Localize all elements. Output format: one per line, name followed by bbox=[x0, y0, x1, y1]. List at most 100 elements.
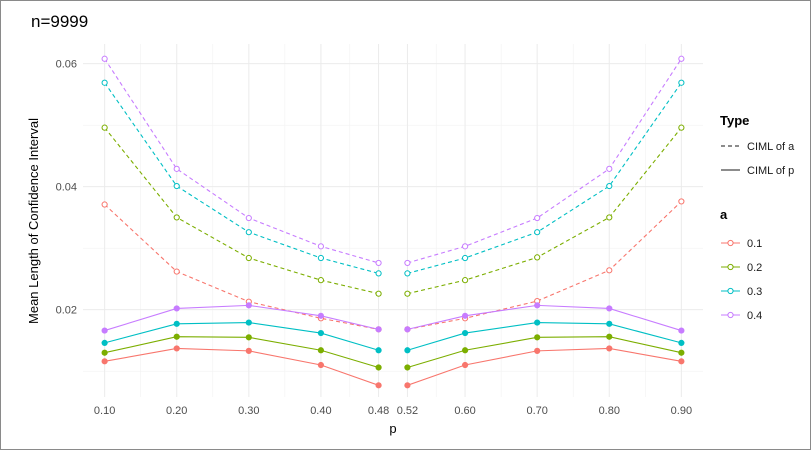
y-axis-title: Mean Length of Confidence Interval bbox=[26, 118, 41, 324]
data-point bbox=[534, 214, 541, 222]
data-point bbox=[173, 165, 180, 172]
data-point bbox=[245, 347, 252, 354]
x-tick-labels: 0.10 0.20 0.30 0.40 0.48 0.52 0.60 0.70 0.80 0.90 bbox=[94, 405, 692, 417]
y-tick-label: 0.06 bbox=[56, 59, 77, 71]
series-line-right bbox=[407, 304, 682, 332]
y-tick-label: 0.02 bbox=[56, 305, 77, 317]
data-point bbox=[606, 333, 613, 340]
chart-title: n=9999 bbox=[31, 12, 88, 31]
data-point bbox=[375, 382, 382, 389]
data-point bbox=[678, 327, 685, 334]
legend-type-label: CIML of p bbox=[747, 165, 794, 177]
data-point bbox=[173, 268, 180, 275]
data-point bbox=[678, 55, 685, 62]
series-line-left bbox=[104, 322, 379, 351]
data-point bbox=[606, 267, 613, 274]
data-point bbox=[606, 214, 613, 221]
data-point bbox=[461, 254, 469, 262]
series-ciml-of-p-a-0.3 bbox=[101, 319, 685, 354]
data-point bbox=[101, 79, 108, 86]
legend-a-label: 0.2 bbox=[747, 262, 762, 274]
data-point bbox=[101, 339, 108, 346]
series-ciml-of-p-a-0.2 bbox=[101, 333, 685, 371]
data-point bbox=[534, 302, 541, 309]
data-point bbox=[678, 124, 685, 131]
x-tick-label: 0.20 bbox=[166, 405, 187, 417]
legend-a-label: 0.4 bbox=[747, 310, 762, 322]
data-point bbox=[101, 55, 108, 62]
data-point bbox=[317, 347, 325, 354]
grid-lines bbox=[83, 44, 703, 397]
y-tick-label: 0.04 bbox=[56, 182, 77, 194]
data-point bbox=[461, 329, 469, 337]
series-line-right bbox=[407, 58, 682, 264]
series-line-left bbox=[104, 304, 379, 332]
data-point bbox=[606, 182, 613, 190]
data-point bbox=[101, 124, 108, 131]
series-ciml-of-a-a-0.2 bbox=[101, 124, 685, 297]
series-ciml-of-a-a-0.1 bbox=[101, 198, 685, 333]
data-point bbox=[404, 364, 411, 371]
data-point bbox=[101, 349, 108, 356]
legend-type: Type CIML of a CIML of p bbox=[720, 113, 795, 177]
data-point bbox=[404, 347, 411, 354]
data-point bbox=[678, 339, 685, 346]
data-point bbox=[404, 290, 411, 297]
series-ciml-of-a-a-0.3 bbox=[101, 79, 685, 277]
data-point bbox=[101, 327, 108, 334]
x-tick-label: 0.60 bbox=[454, 405, 475, 417]
series-line-left bbox=[104, 127, 379, 295]
data-point bbox=[678, 349, 685, 356]
data-point bbox=[173, 345, 180, 352]
data-point bbox=[606, 320, 613, 327]
data-point bbox=[534, 254, 541, 261]
data-point bbox=[375, 326, 382, 333]
legend-a: a 0.1 0.2 0.3 0.4 bbox=[720, 207, 762, 322]
data-point bbox=[375, 364, 382, 371]
data-point bbox=[245, 229, 252, 236]
data-point bbox=[375, 259, 382, 267]
data-point bbox=[173, 333, 180, 340]
x-tick-label: 0.10 bbox=[94, 405, 115, 417]
data-point bbox=[606, 345, 613, 352]
series-ciml-of-a-a-0.4 bbox=[101, 55, 685, 267]
data-point bbox=[461, 243, 469, 250]
series-line-right bbox=[407, 322, 682, 351]
data-point bbox=[173, 214, 180, 221]
legend-a-key-point bbox=[727, 287, 734, 295]
data-point bbox=[317, 329, 325, 337]
data-point bbox=[606, 305, 613, 312]
data-point bbox=[317, 254, 325, 262]
data-point bbox=[101, 201, 108, 208]
legend-a-title: a bbox=[720, 207, 728, 222]
x-tick-label: 0.48 bbox=[368, 405, 389, 417]
data-point bbox=[534, 319, 541, 326]
data-point bbox=[678, 79, 685, 86]
series-layer bbox=[101, 55, 685, 389]
legend-a-key-point bbox=[727, 263, 734, 271]
data-point bbox=[678, 358, 685, 365]
data-point bbox=[173, 320, 180, 327]
legend-a-key-point bbox=[727, 239, 734, 247]
legend-type-label: CIML of a bbox=[747, 141, 795, 153]
data-point bbox=[375, 290, 382, 297]
data-point bbox=[375, 347, 382, 354]
data-point bbox=[173, 182, 180, 190]
legend-type-title: Type bbox=[720, 113, 749, 128]
data-point bbox=[404, 326, 411, 333]
series-line-left bbox=[104, 347, 379, 386]
series-ciml-of-p-a-0.1 bbox=[101, 345, 685, 389]
series-ciml-of-p-a-0.4 bbox=[101, 302, 685, 334]
data-point bbox=[245, 254, 252, 262]
data-point bbox=[317, 243, 325, 250]
x-tick-label: 0.40 bbox=[310, 405, 331, 417]
x-tick-label: 0.30 bbox=[238, 405, 259, 417]
data-point bbox=[461, 277, 469, 284]
series-line-left bbox=[104, 204, 379, 330]
data-point bbox=[245, 302, 252, 309]
series-line-right bbox=[407, 347, 682, 386]
data-point bbox=[404, 382, 411, 389]
y-tick-labels: 0.02 0.04 0.06 bbox=[56, 59, 77, 317]
